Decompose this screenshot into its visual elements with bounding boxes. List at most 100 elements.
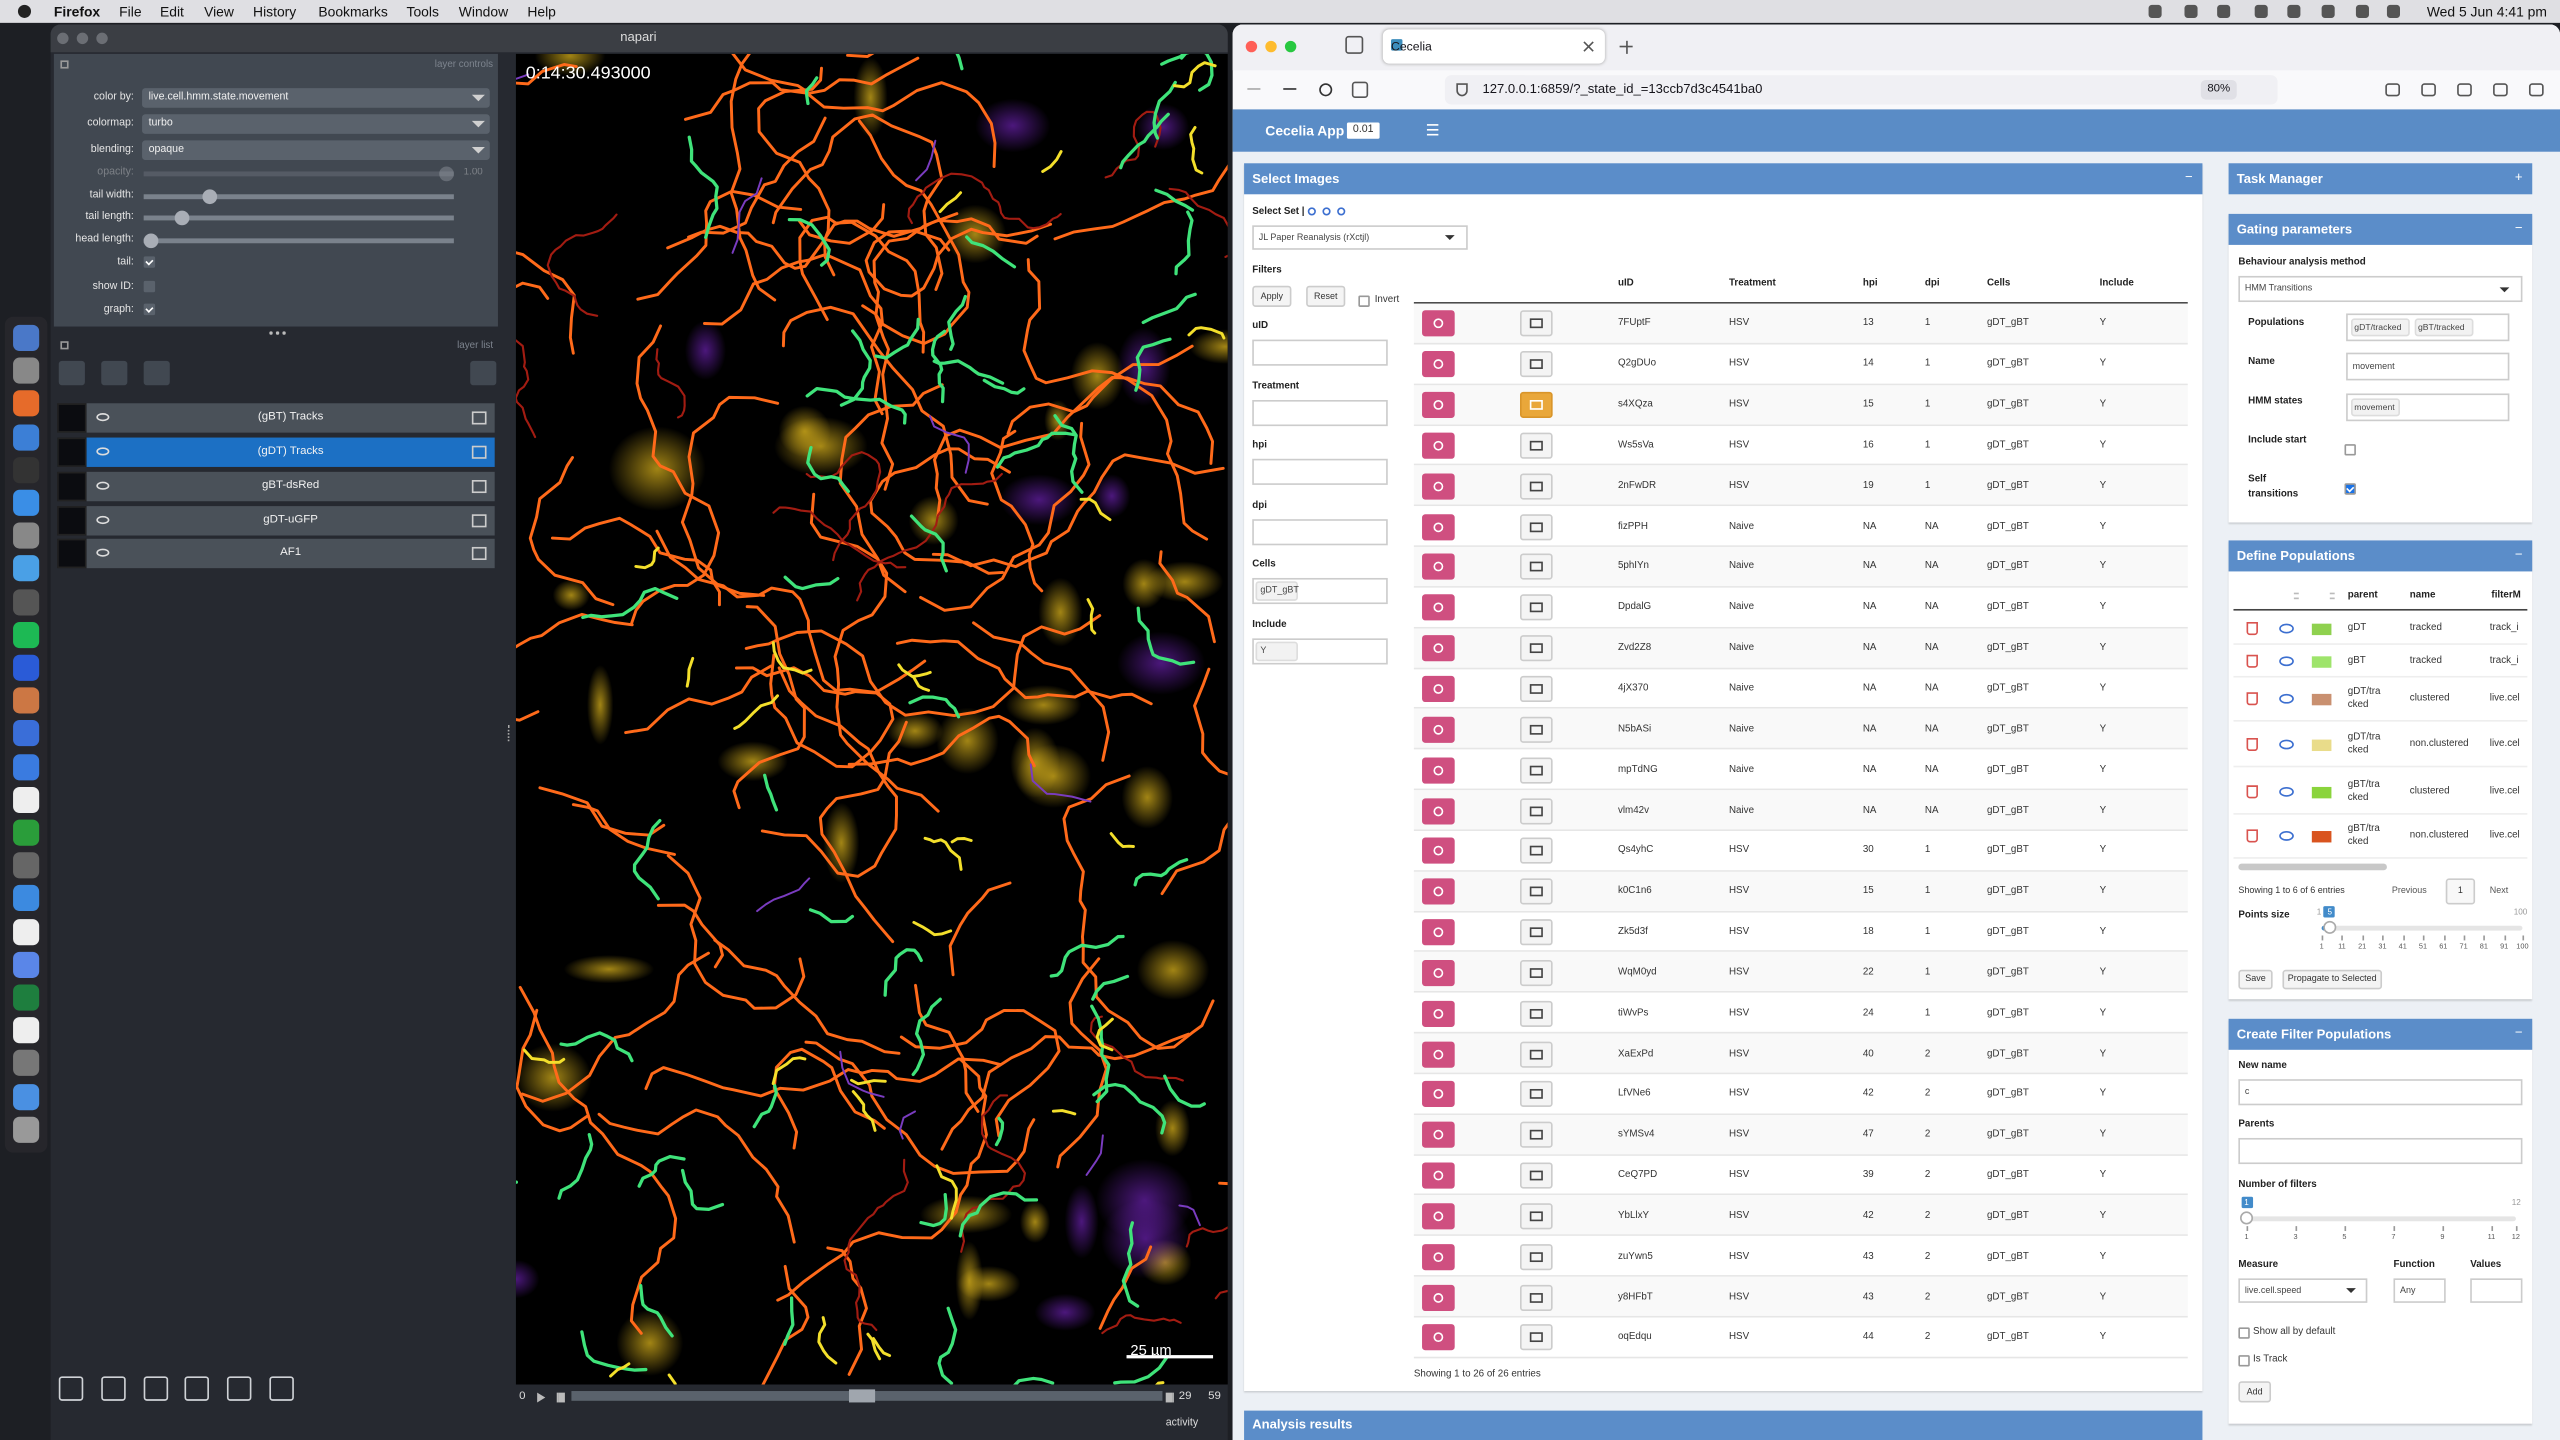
step-button[interactable] <box>556 1392 565 1403</box>
method-select[interactable] <box>2238 275 2523 303</box>
measure-select[interactable] <box>2238 1278 2368 1303</box>
view-image-button[interactable] <box>1520 473 1553 500</box>
menu-item[interactable]: File <box>119 3 142 20</box>
dock-icon[interactable] <box>13 687 40 714</box>
toolbar-icon[interactable] <box>2421 83 2436 97</box>
dock-icon[interactable] <box>13 522 40 549</box>
viewer-button[interactable] <box>184 1376 209 1401</box>
toolbar-icon[interactable] <box>2528 83 2544 97</box>
dock-icon[interactable] <box>13 720 40 747</box>
menu-item[interactable]: Edit <box>160 3 184 20</box>
tab-list-button[interactable] <box>1345 35 1364 54</box>
set-action-icon[interactable] <box>1336 207 1345 216</box>
show-all-checkbox[interactable] <box>2238 1327 2250 1339</box>
population-color[interactable] <box>2311 786 2332 799</box>
delete-layer-button[interactable] <box>470 360 497 386</box>
dock-icon[interactable] <box>13 984 40 1011</box>
page-button[interactable] <box>2445 878 2476 905</box>
tab[interactable] <box>1382 29 1605 64</box>
layer-tool-button[interactable] <box>101 360 128 386</box>
view-image-button[interactable] <box>1520 391 1553 419</box>
population-color[interactable] <box>2311 831 2332 843</box>
menu-item[interactable]: History <box>253 3 297 20</box>
combobox[interactable] <box>142 140 490 160</box>
layer-row[interactable] <box>57 506 495 536</box>
dock-icon[interactable] <box>13 1017 40 1044</box>
filter-input[interactable] <box>1252 339 1388 366</box>
reload-button[interactable] <box>1319 83 1333 97</box>
view-image-button[interactable] <box>1520 1121 1553 1149</box>
pagination-previous[interactable]: Previous <box>2391 886 2427 897</box>
dock-icon[interactable] <box>13 951 40 978</box>
window-button[interactable] <box>56 31 68 44</box>
checkbox[interactable] <box>143 256 156 268</box>
name-input[interactable] <box>2346 352 2510 381</box>
population-color[interactable] <box>2311 623 2332 636</box>
dock-icon[interactable] <box>13 423 40 450</box>
menu-item[interactable]: Bookmarks <box>318 3 388 20</box>
values-input[interactable] <box>2470 1278 2523 1303</box>
population-color[interactable] <box>2311 656 2332 668</box>
window-button[interactable] <box>1264 40 1276 52</box>
visibility-button[interactable] <box>2279 786 2294 797</box>
dock-icon[interactable] <box>13 456 40 483</box>
checkbox[interactable] <box>143 280 156 293</box>
add-button[interactable] <box>2238 1381 2272 1403</box>
filter-input[interactable] <box>1252 458 1388 485</box>
slider-handle[interactable] <box>2323 920 2337 934</box>
combobox[interactable] <box>142 114 490 134</box>
filter-input[interactable] <box>1252 399 1388 426</box>
visibility-button[interactable] <box>2279 693 2294 704</box>
viewer-button[interactable] <box>269 1376 294 1401</box>
view-image-button[interactable] <box>1520 1243 1553 1270</box>
view-image-button[interactable] <box>1520 878 1553 905</box>
dock-icon[interactable] <box>13 786 40 813</box>
dock-icon[interactable] <box>13 918 40 945</box>
function-select[interactable] <box>2393 1278 2446 1303</box>
filter-input[interactable] <box>1252 518 1388 545</box>
set-select[interactable] <box>1252 225 1468 250</box>
activity-button[interactable]: activity <box>1165 1417 1199 1429</box>
frame-handle[interactable] <box>849 1389 876 1403</box>
set-action-icon[interactable] <box>1306 207 1316 216</box>
self-transitions-checkbox[interactable] <box>2344 483 2356 495</box>
dock-icon[interactable] <box>13 1083 40 1110</box>
view-image-button[interactable] <box>1520 675 1553 702</box>
combobox[interactable] <box>142 88 490 108</box>
dock-icon[interactable] <box>13 324 40 352</box>
view-image-button[interactable] <box>1520 756 1553 784</box>
delete-button[interactable] <box>2246 654 2258 668</box>
forward-button[interactable] <box>1283 88 1297 90</box>
dock-icon[interactable] <box>13 753 40 780</box>
delete-button[interactable] <box>2246 829 2258 843</box>
layer-row[interactable] <box>57 471 495 502</box>
population-color[interactable] <box>2311 739 2332 752</box>
layer-row[interactable] <box>57 538 495 569</box>
dock-icon[interactable] <box>13 357 40 384</box>
invert-checkbox[interactable] <box>1358 295 1370 307</box>
view-image-button[interactable] <box>1520 351 1553 378</box>
new-tab[interactable] <box>1625 40 1627 54</box>
toolbar-icon[interactable] <box>2457 83 2472 97</box>
dock-icon[interactable] <box>13 489 40 516</box>
home-button[interactable] <box>1351 81 1369 98</box>
view-image-button[interactable] <box>1520 1040 1553 1067</box>
window-button[interactable] <box>1244 40 1257 52</box>
view-image-button[interactable] <box>1520 635 1553 662</box>
sidebar-toggle[interactable] <box>1426 133 1439 136</box>
view-image-button[interactable] <box>1520 513 1553 540</box>
layer-row[interactable] <box>57 437 495 467</box>
visibility-button[interactable] <box>2279 739 2294 750</box>
view-image-button[interactable] <box>1520 1324 1553 1351</box>
visibility-button[interactable] <box>2279 623 2294 634</box>
menu-item[interactable]: Tools <box>406 3 439 20</box>
slider-handle[interactable] <box>438 165 454 181</box>
dock-icon[interactable] <box>13 885 40 912</box>
layer-tool-button[interactable] <box>58 360 85 386</box>
menu-item[interactable]: Window <box>458 3 509 20</box>
url-bar[interactable] <box>1444 75 2278 105</box>
set-action-icon[interactable] <box>1321 207 1330 216</box>
layer-tool-button[interactable] <box>143 360 170 386</box>
visibility-button[interactable] <box>2279 831 2294 841</box>
dock-icon[interactable] <box>13 555 40 582</box>
